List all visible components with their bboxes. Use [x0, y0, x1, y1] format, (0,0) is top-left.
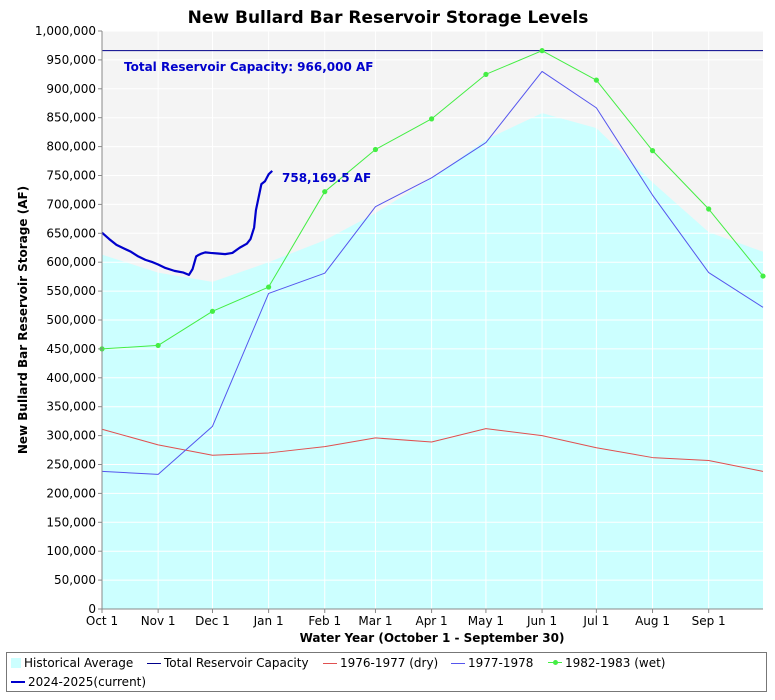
y-axis-label: New Bullard Bar Reservoir Storage (AF)	[16, 186, 30, 454]
legend-label: 1976-1977 (dry)	[340, 656, 439, 670]
y-tick-label: 650,000	[46, 226, 96, 240]
x-axis-label: Water Year (October 1 - September 30)	[300, 631, 565, 645]
legend-item-historical-average: Historical Average	[11, 656, 133, 670]
chart-title: New Bullard Bar Reservoir Storage Levels	[188, 8, 589, 28]
legend-swatch-line	[451, 662, 465, 664]
y-tick-label: 150,000	[46, 515, 96, 529]
x-tick-label: May 1	[468, 614, 504, 628]
series-line-1976-1977-dry	[101, 428, 764, 472]
y-tick-label: 800,000	[46, 140, 96, 154]
x-axis: Oct 1 Nov 1 Dec 1 Jan 1 Feb 1 Mar 1 Apr 1 May 1…	[86, 609, 726, 628]
data-point-1982-1983-wet	[539, 48, 545, 54]
y-tick-label: 450,000	[46, 342, 96, 356]
x-tick-label: Nov 1	[141, 614, 176, 628]
legend-item-1976-1977: 1976-1977 (dry)	[323, 656, 438, 670]
legend-item-capacity: Total Reservoir Capacity	[147, 656, 309, 670]
data-point-1982-1983-wet	[372, 146, 379, 153]
x-tick-label: Aug 1	[635, 614, 670, 628]
legend-item-1977-1978: 1977-1978	[451, 656, 533, 670]
legend-swatch-thick-line	[11, 681, 25, 683]
y-tick-label: 950,000	[46, 53, 96, 67]
data-point-1982-1983-wet	[760, 273, 766, 279]
data-point-1982-1983-wet	[593, 77, 599, 83]
y-tick-label: 700,000	[46, 197, 96, 211]
y-tick-label: 50,000	[54, 573, 96, 587]
y-tick-label: 850,000	[46, 111, 96, 125]
y-tick-label: 900,000	[46, 82, 96, 96]
y-tick-label: 100,000	[46, 544, 96, 558]
data-point-1982-1983-wet	[649, 148, 656, 154]
data-point-1982-1983-wet	[209, 308, 216, 314]
data-point-1982-1983-wet	[428, 116, 435, 122]
legend-item-2024-2025: 2024-2025(current)	[11, 675, 146, 689]
x-tick-label: Sep 1	[692, 614, 726, 628]
y-tick-label: 250,000	[46, 458, 96, 472]
current-value-annotation: 758,169.5 AF	[282, 171, 371, 185]
y-tick-label: 350,000	[46, 400, 96, 414]
area-layer	[102, 113, 763, 610]
y-tick-label: 550,000	[46, 284, 96, 298]
series-layer	[99, 48, 766, 475]
x-tick-label: Jul 1	[582, 614, 609, 628]
data-point-1982-1983-wet	[483, 71, 489, 77]
y-tick-label: 500,000	[46, 313, 96, 327]
data-point-1982-1983-wet	[155, 342, 161, 349]
x-tick-label: Feb 1	[308, 614, 341, 628]
data-point-1982-1983-wet	[706, 206, 712, 212]
legend-swatch-line	[147, 662, 161, 664]
series-area-historical-average	[102, 113, 763, 610]
legend-item-1982-1983: 1982-1983 (wet)	[548, 656, 666, 670]
x-tick-label: Mar 1	[358, 614, 392, 628]
series-line-2024-2025-current	[101, 170, 273, 277]
x-tick-label: Jan 1	[253, 614, 284, 628]
legend-label: Historical Average	[24, 656, 134, 670]
data-point-1982-1983-wet	[266, 284, 272, 290]
legend-swatch-marker	[548, 658, 562, 668]
x-tick-label: Apr 1	[415, 614, 447, 628]
y-tick-label: 750,000	[46, 169, 96, 183]
x-tick-label: Jun 1	[526, 614, 557, 628]
legend-swatch-line	[323, 662, 337, 664]
series-line-1977-1978	[101, 70, 764, 475]
legend-label: 2024-2025(current)	[28, 675, 147, 689]
legend-swatch-area	[11, 658, 21, 668]
legend-label: 1982-1983 (wet)	[565, 656, 666, 670]
y-tick-label: 1,000,000	[35, 24, 96, 38]
x-tick-label: Oct 1	[86, 614, 118, 628]
y-tick-label: 400,000	[46, 371, 96, 385]
y-axis: 0 50,000 100,000 150,000 200,000 250,000 300,0…	[35, 24, 102, 616]
capacity-annotation: Total Reservoir Capacity: 966,000 AF	[124, 60, 374, 74]
y-tick-label: 600,000	[46, 255, 96, 269]
x-tick-label: Dec 1	[195, 614, 230, 628]
legend-label: 1977-1978	[468, 656, 534, 670]
legend-label: Total Reservoir Capacity	[164, 656, 309, 670]
y-tick-label: 300,000	[46, 429, 96, 443]
data-point-1982-1983-wet	[322, 189, 328, 195]
chart-legend: Historical Average Total Reservoir Capac…	[6, 652, 767, 692]
y-tick-label: 0	[88, 602, 96, 616]
y-tick-label: 200,000	[46, 486, 96, 500]
